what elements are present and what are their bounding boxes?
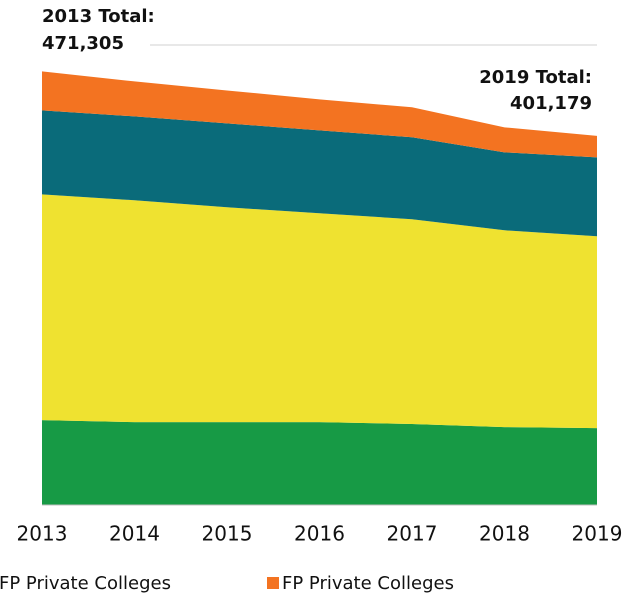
x-tick-label: 2019 [572, 522, 623, 546]
legend-swatch [267, 577, 279, 589]
area [42, 194, 597, 429]
annotation: 471,305 [42, 33, 124, 54]
x-tick-label: 2015 [202, 522, 253, 546]
x-tick-label: 2014 [109, 522, 160, 546]
x-tick-label: 2018 [479, 522, 530, 546]
x-tick-label: 2017 [387, 522, 438, 546]
area [42, 71, 597, 158]
legend-label: FP Private Colleges [282, 573, 454, 594]
x-tick-label: 2013 [17, 522, 68, 546]
area [42, 110, 597, 237]
annotation: 2019 Total: [479, 67, 592, 88]
annotation: 401,179 [510, 93, 592, 114]
area [42, 420, 597, 505]
annotation: 2013 Total: [42, 6, 155, 27]
legend-label: FP Private Colleges [0, 573, 171, 594]
x-tick-label: 2016 [294, 522, 345, 546]
